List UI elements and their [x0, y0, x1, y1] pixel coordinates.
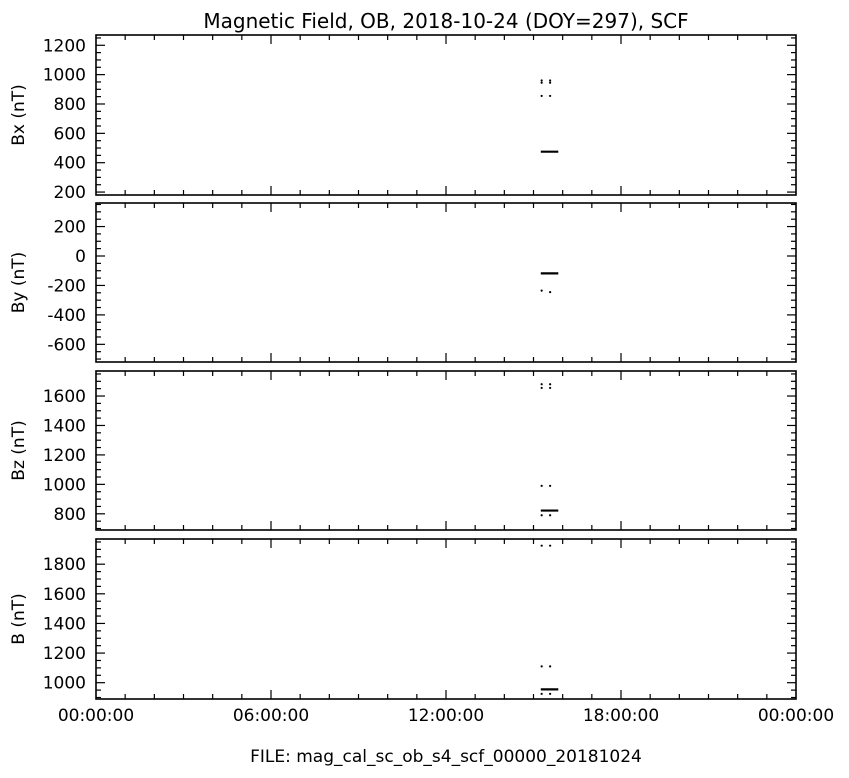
- y-tick-label: 0: [75, 247, 86, 267]
- panels-group: 200 400 600 800 1000 1200 Bx (nT) -600 -400 -200 0…: [9, 34, 797, 700]
- x-tick-label: 12:00:00: [408, 706, 484, 726]
- panel-b: 1000 1200 1400 1600 1800 B (nT): [9, 538, 797, 700]
- x-tick-label: 00:00:00: [758, 706, 834, 726]
- y-tick-label: -600: [47, 335, 86, 355]
- data-point: [540, 289, 543, 292]
- x-tick-label: 18:00:00: [583, 706, 659, 726]
- file-footer: FILE: mag_cal_sc_ob_s4_scf_00000_2018102…: [250, 747, 642, 767]
- data-point: [540, 81, 543, 84]
- data-point: [549, 383, 552, 386]
- y-tick-label: -200: [47, 276, 86, 296]
- data-point: [540, 514, 543, 517]
- data-point: [549, 290, 552, 294]
- y-tick-label: 800: [54, 505, 86, 525]
- x-axis-tick-labels: 00:00:00 06:00:00 12:00:00 18:00:00 00:00:00: [58, 706, 834, 726]
- y-tick-label: 1200: [43, 446, 86, 466]
- data-point: [549, 514, 552, 517]
- panel-frame: [95, 538, 797, 700]
- data-point: [549, 665, 552, 668]
- x-tick-label: 06:00:00: [233, 706, 309, 726]
- data-point: [540, 692, 543, 695]
- data-point: [540, 383, 543, 386]
- y-tick-label: 1000: [43, 66, 86, 86]
- y-tick-label: -400: [47, 306, 86, 326]
- panel-frame: [95, 202, 797, 363]
- data-point: [540, 665, 543, 668]
- data-point: [549, 692, 552, 695]
- data-point: [540, 94, 543, 98]
- y-axis-label: B (nT): [9, 593, 29, 645]
- data-point: [549, 81, 552, 84]
- y-tick-label: 1200: [43, 36, 86, 56]
- y-tick-label: 1600: [43, 387, 86, 407]
- data-point: [540, 79, 543, 82]
- y-tick-label: 200: [54, 183, 86, 203]
- y-tick-label: 1600: [43, 585, 86, 605]
- chart-title: Magnetic Field, OB, 2018-10-24 (DOY=297)…: [203, 9, 688, 33]
- y-tick-label: 1000: [43, 475, 86, 495]
- y-tick-label: 1800: [43, 555, 86, 575]
- y-axis-label: By (nT): [9, 252, 29, 314]
- data-point: [549, 79, 552, 82]
- y-tick-label: 800: [54, 95, 86, 115]
- data-point: [540, 484, 543, 487]
- panel-frame: [95, 34, 797, 196]
- x-tick-label: 00:00:00: [58, 706, 134, 726]
- y-axis-label: Bx (nT): [9, 84, 29, 146]
- panel-frame: [95, 370, 797, 531]
- data-point: [540, 544, 543, 547]
- data-point: [549, 544, 552, 547]
- y-tick-label: 400: [54, 154, 86, 174]
- panel-bx: 200 400 600 800 1000 1200 Bx (nT): [9, 34, 797, 203]
- y-axis-label: Bz (nT): [9, 420, 29, 480]
- y-tick-label: 600: [54, 124, 86, 144]
- y-tick-label: 1400: [43, 614, 86, 634]
- y-tick-label: 200: [54, 218, 86, 238]
- y-tick-label: 1000: [43, 674, 86, 694]
- y-tick-label: 1200: [43, 644, 86, 664]
- y-tick-label: 1400: [43, 416, 86, 436]
- panel-bz: 800 1000 1200 1400 1600 Bz (nT): [9, 370, 797, 531]
- data-point: [540, 386, 543, 390]
- panel-by: -600 -400 -200 0 200 By (nT): [9, 202, 797, 363]
- data-point: [549, 484, 552, 487]
- data-point: [549, 386, 552, 390]
- data-point: [549, 94, 552, 98]
